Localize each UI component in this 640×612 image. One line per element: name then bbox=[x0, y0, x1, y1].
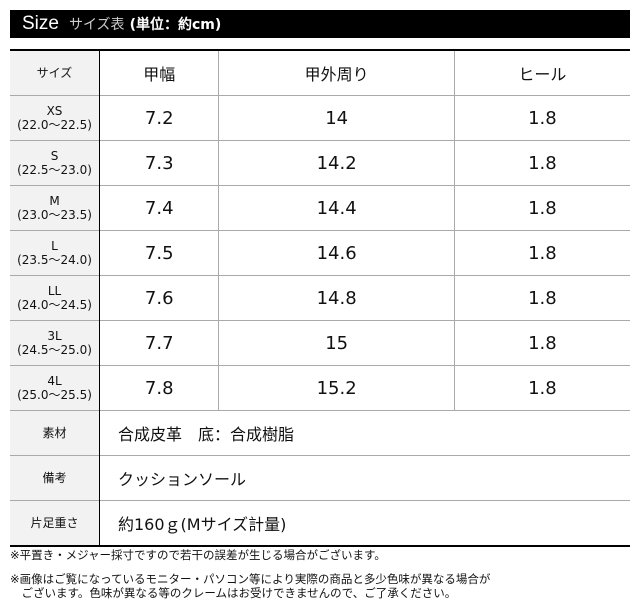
size-cell: 3L (24.5～25.0) bbox=[10, 320, 100, 366]
header-girth: 甲外周り bbox=[218, 50, 455, 96]
girth-cell: 14.4 bbox=[218, 185, 455, 231]
title-sub: サイズ表 bbox=[68, 17, 125, 33]
size-cell: S (22.5～23.0) bbox=[10, 140, 100, 186]
heel-cell: 1.8 bbox=[453, 365, 630, 411]
girth-cell: 14.8 bbox=[218, 275, 455, 321]
size-cell: L (23.5～24.0) bbox=[10, 230, 100, 276]
table-row: 4L (25.0～25.5) 7.8 15.2 1.8 bbox=[10, 365, 630, 411]
info-label: 備考 bbox=[10, 455, 100, 501]
note-color-2: ございます。色味が異なる等のクレームはお受けできませんので、ご了承ください。 bbox=[10, 586, 457, 600]
girth-cell: 15.2 bbox=[218, 365, 455, 411]
size-table: サイズ 甲幅 甲外周り ヒール XS (22.0～22.5) 7.2 14 1.8… bbox=[10, 49, 630, 547]
notes: ※平置き・メジャー採寸ですので若干の誤差が生じる場合がございます。 ※画像はご覧… bbox=[10, 548, 490, 600]
size-cell: 4L (25.0～25.5) bbox=[10, 365, 100, 411]
width-cell: 7.4 bbox=[98, 185, 219, 231]
note-color-1: ※画像はご覧になっているモニター・パソコン等により実際の商品と多少色味が異なる場… bbox=[10, 572, 491, 586]
heel-cell: 1.8 bbox=[453, 320, 630, 366]
size-label: M bbox=[49, 194, 60, 208]
size-label: S bbox=[50, 149, 59, 163]
width-cell: 7.6 bbox=[98, 275, 219, 321]
info-row: 片足重さ 約160ｇ(Mサイズ計量) bbox=[10, 500, 630, 546]
table-row: M (23.0～23.5) 7.4 14.4 1.8 bbox=[10, 185, 630, 231]
info-row: 備考 クッションソール bbox=[10, 455, 630, 501]
info-value: 約160ｇ(Mサイズ計量) bbox=[99, 500, 630, 546]
header-row: サイズ 甲幅 甲外周り ヒール bbox=[10, 50, 630, 96]
girth-cell: 14.2 bbox=[218, 140, 455, 186]
size-label: XS bbox=[46, 104, 63, 118]
size-range: (25.0～25.5) bbox=[17, 388, 92, 402]
size-cell: M (23.0～23.5) bbox=[10, 185, 100, 231]
size-chart-title: Size サイズ表 (単位：約cm) bbox=[10, 10, 630, 38]
size-label: LL bbox=[47, 284, 62, 298]
girth-cell: 15 bbox=[218, 320, 455, 366]
width-cell: 7.5 bbox=[98, 230, 219, 276]
size-label: L bbox=[51, 239, 58, 253]
heel-cell: 1.8 bbox=[453, 275, 630, 321]
info-label: 素材 bbox=[10, 410, 100, 456]
title-unit: (単位：約cm) bbox=[129, 17, 222, 33]
heel-cell: 1.8 bbox=[453, 95, 630, 141]
table-row: S (22.5～23.0) 7.3 14.2 1.8 bbox=[10, 140, 630, 186]
girth-cell: 14 bbox=[218, 95, 455, 141]
size-cell: LL (24.0～24.5) bbox=[10, 275, 100, 321]
width-cell: 7.2 bbox=[98, 95, 219, 141]
info-value: 合成皮革 底：合成樹脂 bbox=[99, 410, 630, 456]
info-row: 素材 合成皮革 底：合成樹脂 bbox=[10, 410, 630, 456]
table-row: 3L (24.5～25.0) 7.7 15 1.8 bbox=[10, 320, 630, 366]
heel-cell: 1.8 bbox=[453, 185, 630, 231]
width-cell: 7.8 bbox=[98, 365, 219, 411]
header-heel: ヒール bbox=[453, 50, 630, 96]
size-range: (24.5～25.0) bbox=[17, 343, 92, 357]
header-width: 甲幅 bbox=[98, 50, 219, 96]
size-label: 4L bbox=[47, 374, 62, 388]
title-main: Size bbox=[22, 13, 59, 34]
heel-cell: 1.8 bbox=[453, 230, 630, 276]
table-row: LL (24.0～24.5) 7.6 14.8 1.8 bbox=[10, 275, 630, 321]
size-cell: XS (22.0～22.5) bbox=[10, 95, 100, 141]
note-measurement: ※平置き・メジャー採寸ですので若干の誤差が生じる場合がございます。 bbox=[10, 548, 386, 562]
size-range: (22.0～22.5) bbox=[17, 118, 92, 132]
info-label: 片足重さ bbox=[10, 500, 100, 546]
size-range: (23.0～23.5) bbox=[17, 208, 92, 222]
table-row: XS (22.0～22.5) 7.2 14 1.8 bbox=[10, 95, 630, 141]
size-range: (23.5～24.0) bbox=[17, 253, 92, 267]
table-row: L (23.5～24.0) 7.5 14.6 1.8 bbox=[10, 230, 630, 276]
size-label: 3L bbox=[47, 329, 62, 343]
header-size: サイズ bbox=[10, 50, 100, 96]
girth-cell: 14.6 bbox=[218, 230, 455, 276]
heel-cell: 1.8 bbox=[453, 140, 630, 186]
size-range: (22.5～23.0) bbox=[17, 163, 92, 177]
info-value: クッションソール bbox=[99, 455, 630, 501]
size-range: (24.0～24.5) bbox=[17, 298, 92, 312]
width-cell: 7.7 bbox=[98, 320, 219, 366]
width-cell: 7.3 bbox=[98, 140, 219, 186]
